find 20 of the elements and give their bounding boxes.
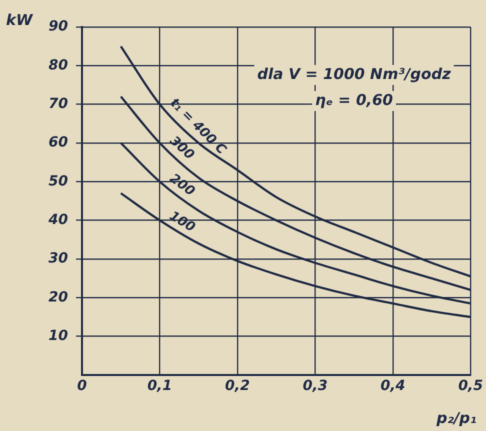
y-tick-label: 90 [48, 18, 68, 35]
x-tick-label: 0,5 [458, 378, 484, 394]
y-tick-label: 70 [48, 96, 68, 112]
y-tick-label: 80 [48, 57, 68, 74]
text: 300 [166, 134, 197, 163]
annotation: ηₑ = 0,60 [315, 90, 393, 109]
y-tick-label: 40 [48, 212, 68, 228]
x-axis-title: p₂/p₁ [436, 408, 477, 427]
x-tick-label: 0,2 [225, 378, 250, 394]
annotation: dla V = 1000 Nm³/godz [257, 64, 452, 83]
y-tick-label: 30 [48, 250, 68, 267]
y-tick-label: 10 [48, 328, 68, 344]
y-axis-title: kW [6, 10, 34, 29]
x-tick-label: 0,4 [380, 378, 406, 394]
y-tick-label: 60 [48, 134, 68, 151]
y-tick-label: 50 [48, 173, 68, 190]
x-tick-label: 0,1 [147, 378, 172, 394]
x-tick-label: 0,3 [302, 378, 328, 394]
y-tick-label: 20 [48, 289, 68, 306]
x-tick-label: 0 [77, 378, 88, 394]
